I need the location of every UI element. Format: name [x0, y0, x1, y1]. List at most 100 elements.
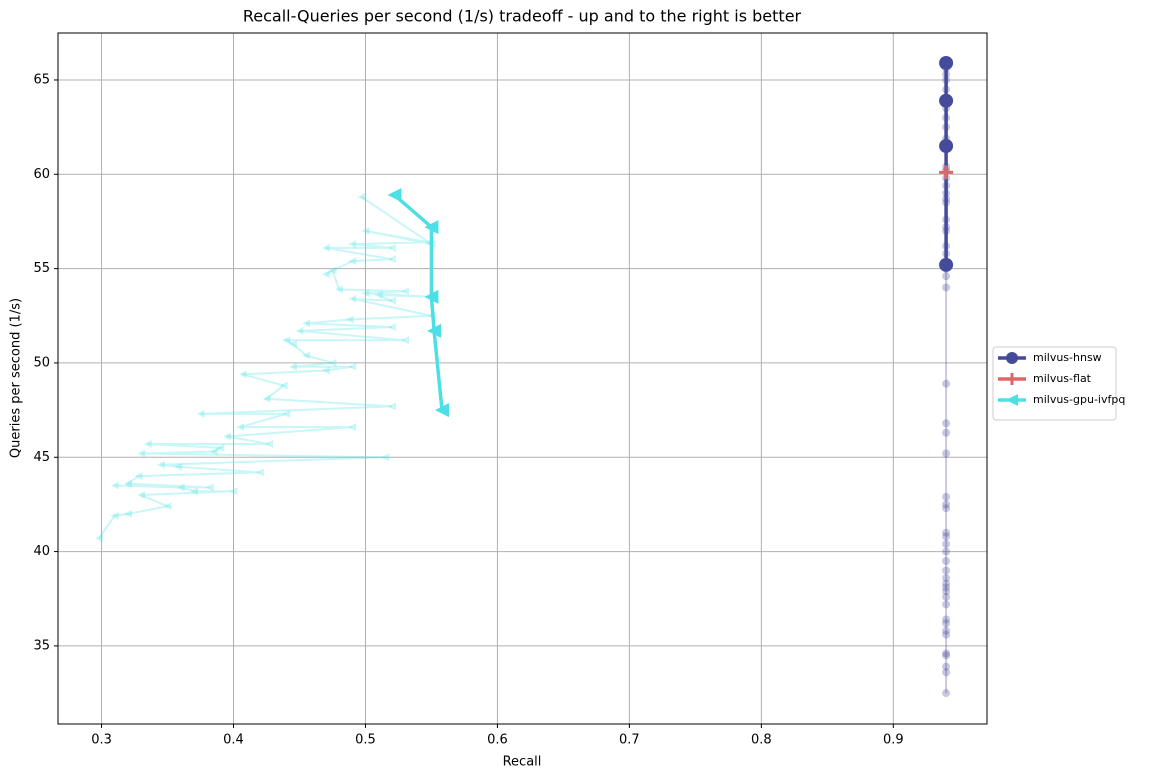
point	[942, 419, 951, 428]
point	[236, 423, 245, 432]
chart-title: Recall-Queries per second (1/s) tradeoff…	[243, 7, 802, 26]
point	[942, 540, 951, 549]
point	[387, 402, 396, 411]
point	[348, 423, 357, 432]
point	[143, 440, 152, 449]
point	[942, 547, 951, 556]
point	[282, 336, 291, 345]
point	[216, 443, 225, 452]
point	[942, 592, 951, 601]
series-line	[98, 196, 433, 539]
point	[123, 509, 132, 518]
point	[137, 490, 146, 499]
point	[134, 472, 143, 481]
x-tick-label: 0.9	[883, 733, 904, 748]
point	[137, 449, 146, 458]
point	[295, 326, 304, 335]
x-tick-label: 0.6	[487, 733, 508, 748]
point	[387, 323, 396, 332]
point	[288, 340, 297, 349]
point	[302, 351, 311, 360]
legend-marker	[1006, 352, 1018, 364]
point	[942, 626, 951, 635]
point	[348, 362, 357, 371]
point	[265, 440, 274, 449]
point	[361, 226, 370, 235]
point	[321, 270, 330, 279]
legend-label: milvus-gpu-ivfpq	[1033, 393, 1125, 406]
point	[110, 481, 119, 490]
point	[942, 449, 951, 458]
point	[348, 257, 357, 266]
y-tick-label: 45	[33, 450, 50, 465]
legend-marker	[1006, 373, 1018, 385]
point	[387, 188, 402, 203]
point	[255, 468, 264, 477]
point	[229, 487, 238, 496]
point	[942, 651, 951, 660]
point	[288, 362, 297, 371]
point	[374, 291, 383, 300]
point	[939, 55, 954, 70]
x-tick-label: 0.8	[751, 733, 772, 748]
point	[348, 294, 357, 303]
point	[348, 240, 357, 249]
point	[196, 409, 205, 418]
point	[939, 257, 954, 272]
point	[942, 583, 951, 592]
point	[939, 138, 954, 153]
point	[94, 534, 103, 543]
point	[942, 379, 951, 388]
point	[357, 192, 366, 201]
point	[123, 479, 132, 488]
point	[345, 315, 354, 324]
point	[110, 511, 119, 520]
point	[942, 500, 951, 509]
point	[942, 272, 951, 281]
point	[174, 462, 183, 471]
point	[942, 630, 951, 639]
y-tick-label: 65	[33, 72, 50, 87]
point	[328, 266, 337, 275]
point	[942, 668, 951, 677]
point	[401, 336, 410, 345]
point	[209, 447, 218, 456]
point	[176, 483, 185, 492]
point	[942, 532, 951, 541]
point	[222, 432, 231, 441]
point	[282, 409, 291, 418]
point	[189, 487, 198, 496]
point	[939, 93, 954, 108]
point	[427, 323, 442, 338]
point	[942, 557, 951, 566]
point	[387, 296, 396, 305]
x-tick-label: 0.3	[91, 733, 112, 748]
point	[238, 370, 247, 379]
point	[942, 566, 951, 575]
x-tick-label: 0.5	[355, 733, 376, 748]
point	[942, 428, 951, 437]
plot-frame	[57, 32, 988, 725]
point	[328, 358, 337, 367]
point	[361, 289, 370, 298]
point	[942, 504, 951, 513]
legend-marker	[1006, 394, 1018, 406]
point	[381, 453, 390, 462]
point	[302, 319, 311, 328]
point	[321, 243, 330, 252]
y-tick-label: 60	[33, 167, 50, 182]
point	[424, 220, 439, 235]
point	[387, 255, 396, 264]
point	[942, 492, 951, 501]
point	[942, 600, 951, 609]
x-axis-label: Recall	[503, 755, 542, 770]
point	[942, 649, 951, 658]
point	[942, 573, 951, 582]
point	[279, 381, 288, 390]
point	[942, 587, 951, 596]
x-tick-label: 0.7	[619, 733, 640, 748]
point	[321, 366, 330, 375]
point	[942, 615, 951, 624]
